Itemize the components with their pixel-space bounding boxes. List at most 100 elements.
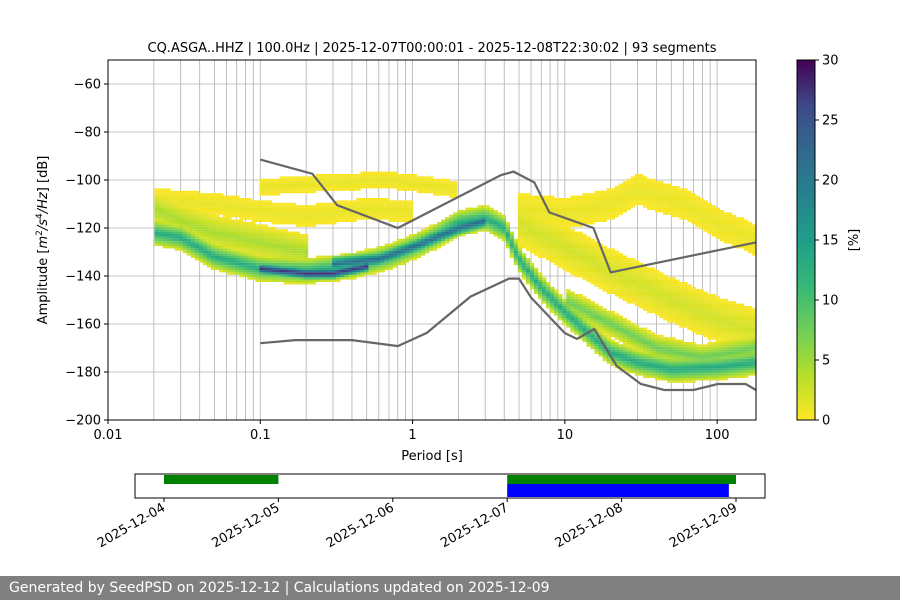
heatmap-cell [590,303,595,306]
heatmap-cell [659,303,664,306]
heatmap-cell [529,214,535,218]
heatmap-cell [542,214,547,218]
heatmap-cell [320,202,325,206]
heatmap-cell [731,301,737,304]
heatmap-cell [691,310,696,314]
heatmap-cell [739,306,745,309]
heatmap-cell [166,193,171,196]
heatmap-cell [295,260,301,263]
heatmap-cell [687,322,692,326]
heatmap-cell [182,212,188,215]
heatmap-cell [291,205,297,208]
heatmap-cell [227,248,232,251]
heatmap-cell [198,222,204,225]
heatmap-cell [194,217,200,220]
heatmap-cell [344,188,349,191]
heatmap-cell [372,176,377,179]
heatmap-cell [566,234,571,237]
heatmap-cell [691,368,696,371]
heatmap-cell [328,274,333,278]
heatmap-cell [735,315,741,318]
heatmap-cell [206,207,212,210]
heatmap-cell [364,205,369,208]
heatmap-cell [558,303,563,306]
heatmap-cell [691,219,696,222]
heatmap-cell [642,308,648,311]
heatmap-cell [574,274,579,278]
heatmap-cell [578,296,583,299]
heatmap-cell [267,226,272,230]
heatmap-cell [267,277,272,280]
heatmap-cell [493,226,498,230]
heatmap-cell [538,279,543,282]
heatmap-cell [622,342,628,345]
heatmap-cell [707,334,712,338]
heatmap-cell [647,181,652,184]
heatmap-cell [707,351,712,354]
heatmap-cell [546,296,551,299]
heatmap-cell [647,296,652,299]
heatmap-cell [324,181,329,184]
heatmap-cell [223,222,228,225]
heatmap-cell [570,322,575,326]
heatmap-cell [223,210,228,213]
heatmap-cell [388,250,393,254]
heatmap-cell [239,222,244,225]
heatmap-cell [598,320,603,323]
heatmap-cell [651,332,656,335]
heatmap-cell [295,219,301,222]
heatmap-cell [315,255,321,258]
heatmap-cell [348,255,353,258]
heatmap-cell [263,253,268,256]
heatmap-cell [566,202,571,206]
heatmap-cell [586,258,591,261]
heatmap-cell [715,219,720,222]
heatmap-cell [263,178,268,182]
heatmap-cell [602,214,607,218]
heatmap-cell [404,260,410,263]
heatmap-cell [642,298,648,302]
heatmap-cell [630,294,636,297]
heatmap-cell [404,250,410,254]
heatmap-cell [206,214,212,218]
heatmap-cell [211,253,216,256]
heatmap-cell [424,236,430,239]
heatmap-cell [582,310,587,314]
heatmap-cell [336,174,341,177]
heatmap-cell [259,193,264,196]
heatmap-cell [582,270,587,273]
heatmap-cell [299,260,305,263]
heatmap-cell [723,363,729,366]
heatmap-cell [602,272,607,275]
heatmap-cell [558,229,563,232]
heatmap-cell [598,193,603,196]
heatmap-cell [582,207,587,210]
heatmap-cell [404,255,410,258]
heatmap-cell [267,207,272,210]
heatmap-cell [239,234,244,237]
heatmap-cell [570,212,575,215]
heatmap-cell [198,255,204,258]
heatmap-cell [594,255,599,258]
heatmap-cell [606,361,611,364]
heatmap-cell [610,289,616,292]
heatmap-cell [392,260,398,263]
ppsd-axes: CQ.ASGA..HHZ | 100.0Hz | 2025-12-07T00:0… [35,41,757,464]
heatmap-cell [586,198,591,201]
heatmap-cell [626,270,632,273]
heatmap-cell [408,258,414,261]
heatmap-cell [174,200,180,203]
heatmap-cell [558,310,563,314]
heatmap-cell [566,291,571,294]
heatmap-cell [651,202,656,206]
heatmap-cell [190,248,196,251]
heatmap-cell [372,205,377,208]
heatmap-cell [255,272,260,275]
heatmap-cell [295,253,301,256]
heatmap-cell [299,236,305,239]
heatmap-cell [679,358,684,362]
heatmap-cell [582,322,587,326]
heatmap-cell [202,210,208,213]
heatmap-cell [699,349,704,352]
heatmap-cell [711,210,716,213]
